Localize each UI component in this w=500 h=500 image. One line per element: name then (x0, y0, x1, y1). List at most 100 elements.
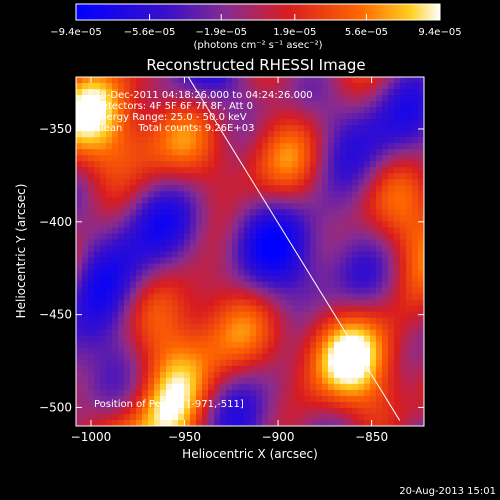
heatmap-cell (298, 209, 305, 216)
heatmap-cell (370, 245, 377, 253)
heatmap-cell (184, 185, 191, 192)
heatmap-cell (142, 143, 149, 150)
heatmap-cell (76, 245, 83, 253)
heatmap-cell (76, 227, 83, 235)
heatmap-cell (118, 89, 125, 96)
heatmap-cell (184, 269, 191, 277)
heatmap-cell (232, 95, 239, 102)
heatmap-cell (382, 83, 389, 90)
heatmap-cell (256, 221, 263, 229)
heatmap-cell (298, 359, 305, 367)
heatmap-cell (112, 371, 119, 379)
heatmap-cell (262, 281, 269, 289)
heatmap-cell (388, 101, 395, 108)
heatmap-cell (298, 293, 305, 301)
heatmap-cell (142, 401, 149, 409)
heatmap-cell (400, 305, 407, 313)
heatmap-cell (286, 239, 293, 247)
colorbar-gradient (76, 4, 440, 20)
heatmap-cell (244, 335, 251, 343)
heatmap-cell (166, 89, 173, 96)
heatmap-cell (76, 113, 83, 120)
heatmap-cell (208, 245, 215, 253)
heatmap-cell (178, 131, 185, 138)
heatmap-cell (370, 257, 377, 265)
heatmap-cell (274, 281, 281, 289)
heatmap-cell (280, 383, 287, 391)
heatmap-cell (412, 281, 419, 289)
heatmap-cell (394, 167, 401, 174)
heatmap-cell (166, 389, 173, 397)
heatmap-cell (340, 377, 347, 385)
heatmap-cell (364, 299, 371, 307)
heatmap-cell (280, 125, 287, 132)
heatmap-cell (382, 161, 389, 168)
heatmap-cell (250, 407, 257, 415)
heatmap-cell (154, 77, 161, 84)
heatmap-cell (418, 353, 424, 361)
heatmap-cell (184, 347, 191, 355)
heatmap-cell (382, 221, 389, 229)
heatmap-cell (112, 113, 119, 120)
heatmap-cell (208, 209, 215, 216)
heatmap-cell (100, 323, 107, 331)
heatmap-cell (136, 167, 143, 174)
heatmap-cell (274, 287, 281, 295)
heatmap-cell (82, 401, 89, 409)
heatmap-cell (262, 113, 269, 120)
heatmap-cell (178, 353, 185, 361)
heatmap-cell (334, 287, 341, 295)
heatmap-cell (142, 245, 149, 253)
heatmap-cell (190, 383, 197, 391)
heatmap-cell (166, 251, 173, 259)
heatmap-cell (328, 281, 335, 289)
heatmap-cell (256, 77, 263, 84)
heatmap-cell (106, 383, 113, 391)
heatmap-cell (382, 155, 389, 162)
heatmap-cell (376, 263, 383, 271)
heatmap-cell (130, 113, 137, 120)
heatmap-cell (244, 347, 251, 355)
heatmap-cell (250, 221, 257, 229)
heatmap-cell (190, 377, 197, 385)
heatmap-cell (250, 395, 257, 403)
heatmap-cell (346, 401, 353, 409)
heatmap-cell (124, 305, 131, 313)
heatmap-cell (370, 173, 377, 180)
heatmap-cell (100, 89, 107, 96)
heatmap-cell (256, 407, 263, 415)
heatmap-cell (352, 113, 359, 120)
heatmap-cell (124, 311, 131, 319)
heatmap-cell (88, 209, 95, 216)
heatmap-cell (214, 167, 221, 174)
heatmap-cell (400, 149, 407, 156)
heatmap-cell (394, 95, 401, 102)
heatmap-cell (160, 131, 167, 138)
heatmap-cell (286, 215, 293, 223)
heatmap-cell (196, 173, 203, 180)
heatmap-cell (112, 323, 119, 331)
heatmap-cell (76, 419, 83, 426)
heatmap-cell (280, 173, 287, 180)
heatmap-cell (394, 215, 401, 223)
heatmap-cell (160, 353, 167, 361)
heatmap-cell (130, 269, 137, 277)
heatmap-cell (112, 407, 119, 415)
heatmap-cell (166, 263, 173, 271)
heatmap-cell (358, 143, 365, 150)
heatmap-cell (82, 341, 89, 349)
heatmap-cell (400, 251, 407, 259)
heatmap-cell (352, 95, 359, 102)
heatmap-cell (388, 149, 395, 156)
heatmap-cell (214, 329, 221, 337)
heatmap-cell (322, 323, 329, 331)
heatmap-cell (370, 77, 377, 84)
heatmap-cell (340, 323, 347, 331)
heatmap-cell (172, 281, 179, 289)
heatmap-cell (112, 275, 119, 283)
heatmap-cell (346, 311, 353, 319)
heatmap-cell (124, 227, 131, 235)
heatmap-cell (304, 185, 311, 192)
heatmap-cell (106, 119, 113, 126)
heatmap-cell (76, 293, 83, 301)
